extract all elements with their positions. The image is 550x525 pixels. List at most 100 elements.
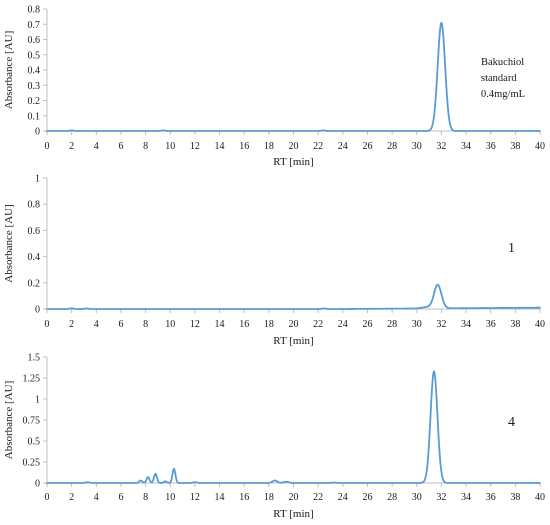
- x-tick-label: 36: [486, 141, 496, 152]
- x-tick-label: 28: [387, 141, 397, 152]
- y-tick-label: 0.6: [28, 226, 41, 237]
- x-tick-label: 36: [486, 492, 496, 503]
- x-tick-label: 24: [338, 141, 348, 152]
- x-tick-label: 8: [143, 492, 148, 503]
- x-tick-label: 8: [143, 319, 148, 330]
- x-tick-label: 16: [239, 141, 249, 152]
- y-tick-label: 0: [35, 479, 40, 490]
- x-tick-label: 6: [118, 319, 123, 330]
- x-tick-label: 24: [338, 319, 348, 330]
- x-tick-label: 30: [412, 141, 422, 152]
- y-tick-label: 0.8: [28, 5, 41, 16]
- x-tick-label: 2: [69, 492, 74, 503]
- x-tick-label: 32: [436, 492, 446, 503]
- y-tick-label: 0.2: [28, 278, 41, 289]
- x-tick-label: 28: [387, 319, 397, 330]
- chromatogram-trace: [46, 370, 541, 484]
- y-tick-label: 0.6: [28, 35, 41, 46]
- x-tick-label: 10: [165, 319, 175, 330]
- x-tick-label: 0: [45, 319, 50, 330]
- x-tick-label: 12: [190, 141, 200, 152]
- x-tick-label: 30: [412, 319, 422, 330]
- x-tick-label: 20: [289, 141, 299, 152]
- x-tick-label: 16: [239, 319, 249, 330]
- y-tick-label: 0.3: [28, 81, 41, 92]
- x-axis-title: RT [min]: [273, 156, 313, 168]
- y-tick-label: 0.8: [28, 200, 41, 211]
- x-tick-label: 38: [510, 141, 520, 152]
- x-tick-label: 28: [387, 492, 397, 503]
- x-tick-label: 24: [338, 492, 348, 503]
- y-tick-label: 0: [35, 305, 40, 316]
- y-tick-label: 0.2: [28, 96, 41, 107]
- x-tick-label: 18: [264, 141, 274, 152]
- x-tick-label: 40: [535, 492, 545, 503]
- y-tick-label: 0.25: [23, 458, 41, 469]
- y-axis-title: Absorbance [AU]: [3, 381, 15, 460]
- y-tick-label: 1: [35, 395, 40, 406]
- x-tick-label: 34: [461, 319, 471, 330]
- x-tick-label: 0: [45, 141, 50, 152]
- x-tick-label: 38: [510, 319, 520, 330]
- x-tick-label: 20: [289, 319, 299, 330]
- y-tick-label: 0.7: [28, 20, 41, 31]
- x-tick-label: 26: [362, 492, 372, 503]
- x-tick-label: 22: [313, 319, 323, 330]
- x-tick-label: 8: [143, 141, 148, 152]
- x-tick-label: 32: [436, 319, 446, 330]
- x-tick-label: 14: [215, 141, 225, 152]
- y-tick-label: 0: [35, 127, 40, 138]
- x-tick-label: 32: [436, 141, 446, 152]
- x-tick-label: 26: [362, 141, 372, 152]
- x-tick-label: 6: [118, 141, 123, 152]
- x-tick-label: 12: [190, 319, 200, 330]
- y-tick-label: 0.5: [28, 50, 41, 61]
- x-axis-title: RT [min]: [273, 508, 313, 520]
- trace-annotation: standard: [481, 73, 517, 84]
- x-tick-label: 26: [362, 319, 372, 330]
- x-tick-label: 14: [215, 492, 225, 503]
- x-tick-label: 34: [461, 141, 471, 152]
- y-tick-label: 0.1: [28, 111, 41, 122]
- x-tick-label: 34: [461, 492, 471, 503]
- x-tick-label: 6: [118, 492, 123, 503]
- x-tick-label: 2: [69, 141, 74, 152]
- chromatogram-panel-1: 00.10.20.30.40.50.60.70.80 2 4 6 8 10 12 14 16 18…: [3, 5, 545, 169]
- trace-annotation: 0.4mg/mL: [481, 89, 525, 100]
- y-axis-title: Absorbance [AU]: [3, 31, 15, 110]
- x-tick-label: 36: [486, 319, 496, 330]
- x-tick-label: 10: [165, 492, 175, 503]
- y-tick-label: 0.5: [28, 437, 41, 448]
- x-tick-label: 14: [215, 319, 225, 330]
- chromatogram-trace: [46, 283, 541, 310]
- x-tick-label: 2: [69, 319, 74, 330]
- chromatogram-trace: [46, 21, 541, 132]
- x-tick-label: 18: [264, 319, 274, 330]
- x-tick-label: 30: [412, 492, 422, 503]
- y-tick-label: 0.75: [23, 416, 41, 427]
- trace-annotation: 4: [508, 415, 515, 430]
- trace-annotation: Bakuchiol: [481, 57, 524, 68]
- x-tick-label: 4: [94, 492, 99, 503]
- chromatogram-panel-2: 00.20.40.60.810 2 4 6 8 10 12 14 16 18 20 22 24 26 28 3…: [3, 174, 545, 348]
- x-tick-label: 38: [510, 492, 520, 503]
- x-tick-label: 40: [535, 319, 545, 330]
- y-axis-title: Absorbance [AU]: [3, 204, 15, 283]
- x-tick-label: 16: [239, 492, 249, 503]
- y-tick-label: 0.4: [28, 66, 41, 77]
- x-tick-label: 40: [535, 141, 545, 152]
- x-tick-label: 20: [289, 492, 299, 503]
- x-axis-title: RT [min]: [273, 335, 313, 347]
- x-tick-label: 22: [313, 492, 323, 503]
- y-tick-label: 1: [35, 174, 40, 185]
- y-tick-label: 0.4: [28, 252, 41, 263]
- x-tick-label: 12: [190, 492, 200, 503]
- x-tick-label: 4: [94, 319, 99, 330]
- y-tick-label: 1.25: [23, 374, 41, 385]
- y-tick-label: 1.5: [28, 353, 41, 364]
- trace-annotation: 1: [508, 241, 515, 256]
- x-tick-label: 4: [94, 141, 99, 152]
- x-tick-label: 10: [165, 141, 175, 152]
- x-tick-label: 0: [45, 492, 50, 503]
